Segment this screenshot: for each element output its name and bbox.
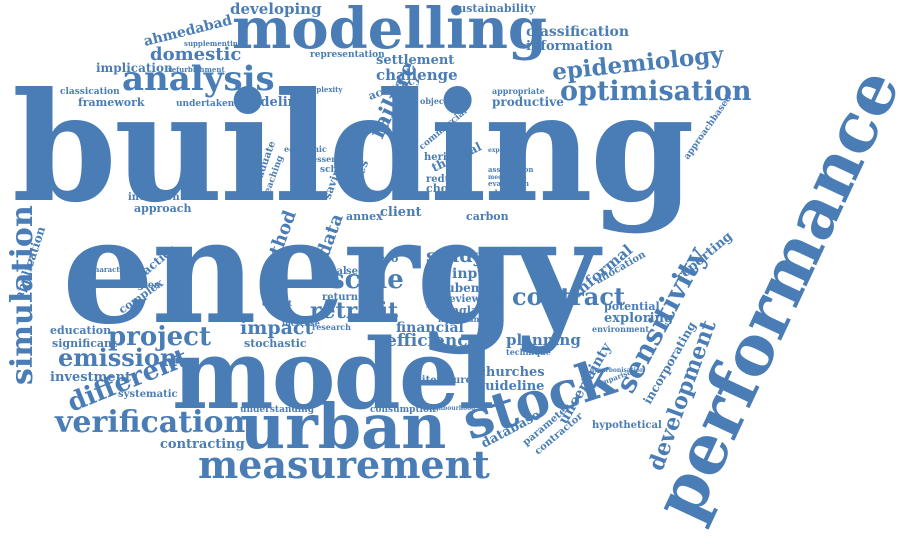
word-evaluation: evaluation	[488, 179, 529, 188]
word-output: output	[262, 298, 292, 308]
word-assumption: assumption	[488, 165, 533, 174]
word-settlement: settlement	[376, 53, 454, 68]
word-retrofit: retrofit	[310, 298, 399, 324]
word-increase: increase	[282, 318, 320, 328]
word-study: study	[426, 245, 485, 267]
word-sustainability: sustainability	[452, 2, 536, 15]
word-representation: representation	[310, 50, 385, 60]
word-hypothetical: hypothetical	[592, 420, 662, 431]
word-england: england	[444, 304, 494, 317]
word-potential: potential	[604, 300, 660, 313]
word-essential: essential	[312, 154, 352, 164]
word-scale: scale	[330, 265, 404, 295]
word-heritage: heritage	[424, 152, 471, 163]
word-reduce: reduce	[426, 174, 464, 185]
word-approach: approach	[134, 202, 191, 215]
word-review: review	[444, 294, 481, 305]
word-guideline: guideline	[476, 379, 544, 394]
word-stochastic: stochastic	[244, 337, 307, 350]
word-characteristic: characteristic	[90, 265, 145, 274]
word-contract: contract	[512, 282, 625, 311]
word-global: global	[312, 266, 347, 277]
word-impact: impact	[240, 317, 313, 339]
word-measurement: measurement	[198, 442, 490, 487]
word-ubems: ubems	[446, 281, 490, 295]
word-education: education	[50, 324, 111, 337]
word-understanding: understanding	[240, 405, 315, 415]
word-environment: environment	[592, 324, 649, 334]
word-energy: energy	[62, 187, 603, 357]
word-decarbonisation: decarbonisation	[590, 367, 645, 374]
word-literature: literature	[418, 375, 472, 386]
word-appropriate: appropriate	[492, 86, 545, 96]
word-economic: economic	[284, 144, 327, 154]
word-choice: choice	[426, 182, 466, 195]
word-zero: zero	[372, 252, 398, 265]
word-supplementing: supplementing	[184, 39, 243, 48]
word-domestic: domestic	[150, 44, 241, 65]
word-mechanism: mechanism	[488, 174, 527, 181]
word-systematic: systematic	[118, 389, 178, 400]
word-carbon: carbon	[466, 210, 509, 223]
word-return: return	[322, 292, 359, 303]
word-client: client	[380, 205, 422, 220]
word-exploring: exploring	[604, 311, 673, 326]
word-verification: verification	[54, 405, 246, 440]
word-churches: churches	[478, 365, 545, 380]
word-annex: annex	[346, 210, 383, 223]
word-investment: investment	[50, 370, 131, 385]
word-emission: emission	[58, 343, 177, 372]
word-developing: developing	[230, 0, 322, 18]
word-model: model	[172, 318, 493, 431]
word-modeling: modeling	[238, 95, 306, 110]
word-simulation: simulation	[5, 205, 40, 385]
word-objective: objective	[420, 96, 460, 106]
word-analysis: analysis	[122, 59, 275, 99]
word-significant: significant	[52, 337, 118, 350]
word-neighbourhood: neighbourhood	[424, 405, 476, 412]
word-productive: productive	[492, 95, 564, 109]
word-project: project	[108, 322, 211, 352]
word-financial: financial	[396, 320, 464, 336]
word-undertaken: undertaken	[176, 99, 235, 109]
word-optimisation: optimisation	[560, 76, 752, 107]
word-efficiency: efficiency	[386, 331, 479, 351]
word-contracting: contracting	[160, 437, 245, 452]
word-research: research	[312, 322, 351, 332]
word-framework: framework	[78, 96, 145, 109]
word-implication: implication	[96, 61, 173, 75]
word-sector: sector	[346, 266, 381, 277]
word-classication: classication	[60, 87, 120, 97]
word-classification: classification	[526, 24, 629, 40]
word-modelling: modelling	[232, 0, 547, 62]
word-experience: experience	[488, 147, 525, 154]
word-important: important	[438, 314, 483, 324]
word-consumption: consumption	[370, 405, 436, 415]
word-school: school	[320, 165, 353, 175]
word-strategies: strategies	[104, 280, 160, 291]
word-complexity: complexity	[300, 85, 343, 94]
word-challenge: challenge	[376, 66, 458, 84]
word-decision: decision	[492, 188, 529, 198]
word-building: building	[12, 60, 692, 236]
word-inclusion: inclusion	[128, 192, 180, 203]
word-technique: technique	[506, 347, 551, 357]
word-refurbishment: refurbishment	[168, 65, 225, 74]
word-planning: planning	[506, 331, 581, 349]
word-input: input	[452, 266, 494, 282]
word-urban: urban	[240, 390, 446, 463]
word-information: information	[526, 39, 613, 54]
